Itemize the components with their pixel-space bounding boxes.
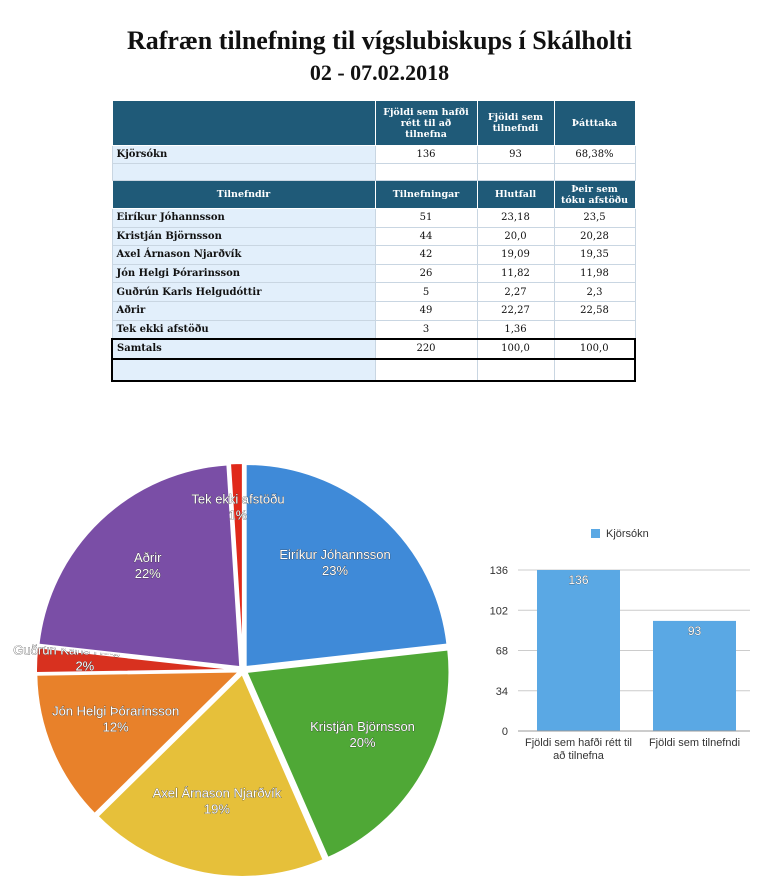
y-tick-label: 68 <box>496 646 508 658</box>
y-tick-label: 34 <box>496 686 508 698</box>
slice-label: Eiríkur Jóhannsson <box>279 547 390 562</box>
table-cell: Þátttaka <box>553 100 636 146</box>
table-row: Samtals 220 100,0 100,0 <box>111 337 636 360</box>
table-cell <box>111 100 376 146</box>
table-cell: 2,3 <box>553 282 636 302</box>
table-row <box>111 163 636 181</box>
slice-value: 22% <box>135 566 161 581</box>
pie-slice <box>35 670 242 816</box>
table-cell: 19,09 <box>476 245 555 265</box>
y-tick-label: 136 <box>490 565 508 577</box>
slice-label: Tek ekki afstöðu <box>191 492 284 507</box>
table-cell <box>111 358 376 382</box>
table-cell: 100,0 <box>553 337 636 360</box>
table-row: Fjöldi sem hafði rétt til að tilnefna Fjö… <box>111 100 636 146</box>
table-row: Guðrún Karls Helgudóttir 5 2,27 2,3 <box>111 282 636 302</box>
table-row: Jón Helgi Þórarinsson 26 11,82 11,98 <box>111 263 636 284</box>
table-row <box>111 358 636 382</box>
bar-value-label: 136 <box>568 573 588 587</box>
slice-label: Jón Helgi Þórarinsson <box>52 703 179 718</box>
pie-slice <box>35 646 240 675</box>
table-cell: 11,98 <box>553 263 636 284</box>
table-cell: Jón Helgi Þórarinsson <box>111 263 376 284</box>
table-row: Tilnefndir Tilnefningar Hlutfall Þeir sem t… <box>111 180 636 209</box>
table-cell: Fjöldi sem tilnefndi <box>476 100 555 146</box>
table-cell: Eiríkur Jóhannsson <box>111 208 376 228</box>
subtitle: 02 - 07.02.2018 <box>309 60 450 85</box>
legend-swatch <box>591 529 600 538</box>
slice-label: Aðrir <box>134 550 162 565</box>
x-tick-label: Fjöldi sem hafði rétt til að tilnefna <box>525 737 632 762</box>
table-cell: Kjörsókn <box>111 145 376 164</box>
table-row: Kristján Björnsson 44 20,0 20,28 <box>111 226 636 247</box>
table-row: Axel Árnason Njarðvík 42 19,09 19,35 <box>111 245 636 265</box>
pie-slice <box>244 463 449 669</box>
y-tick-label: 102 <box>490 605 508 617</box>
table-cell: 26 <box>374 263 478 284</box>
slice-value: 19% <box>204 802 230 817</box>
table-row: Aðrir 49 22,27 22,58 <box>111 300 636 321</box>
table-cell <box>553 358 636 382</box>
bar <box>653 620 736 731</box>
pie-slice <box>245 648 451 860</box>
legend-label: Kjörsókn <box>606 528 649 540</box>
table-cell: Guðrún Karls Helgudóttir <box>111 282 376 302</box>
x-tick-label: Fjöldi sem tilnefndi <box>648 737 741 749</box>
table-cell: 22,58 <box>553 300 636 321</box>
table-cell: Kristján Björnsson <box>111 226 376 247</box>
table-cell: Fjöldi sem hafði rétt til að tilnefna <box>374 100 478 146</box>
table-cell: Tek ekki afstöðu <box>111 319 376 340</box>
slice-label: Axel Árnason Njarðvík <box>153 786 282 801</box>
slice-value: 23% <box>322 563 348 578</box>
slice-value: 1% <box>229 508 248 523</box>
bar-value-label: 93 <box>688 624 702 638</box>
table-row: Kjörsókn 136 93 68,38% <box>111 145 636 164</box>
table-cell: Axel Árnason Njarðvík <box>111 245 376 265</box>
table-cell: Þeir sem tóku afstöðu <box>553 180 636 209</box>
table-row: Eiríkur Jóhannsson 51 23,18 23,5 <box>111 208 636 228</box>
slice-value: 20% <box>350 735 376 750</box>
table-cell: 19,35 <box>553 245 636 265</box>
results-table: Fjöldi sem hafði rétt til að tilnefna Fjö… <box>111 100 636 382</box>
y-tick-label: 0 <box>502 726 508 738</box>
slice-label: Kristján Björnsson <box>310 719 415 734</box>
table-cell: 11,82 <box>476 263 555 284</box>
table-cell: Aðrir <box>111 300 376 321</box>
slice-value: 2% <box>75 658 94 673</box>
table-cell: Samtals <box>111 337 376 360</box>
table-row: Tek ekki afstöðu 3 1,36 <box>111 319 636 340</box>
table-cell: Hlutfall <box>476 180 555 209</box>
table-cell: Tilnefndir <box>111 180 376 209</box>
title: Rafræn tilnefning til vígslubiskups í Sk… <box>127 26 632 55</box>
table-cell: Tilnefningar <box>374 180 478 209</box>
table-cell <box>111 163 376 181</box>
pie-slice <box>96 672 325 878</box>
table-cell: 5 <box>374 282 478 302</box>
pie-slice <box>37 463 242 669</box>
slice-value: 12% <box>103 719 129 734</box>
pie-slice <box>228 462 244 667</box>
bar <box>537 570 620 731</box>
table-cell: 100,0 <box>476 337 555 360</box>
